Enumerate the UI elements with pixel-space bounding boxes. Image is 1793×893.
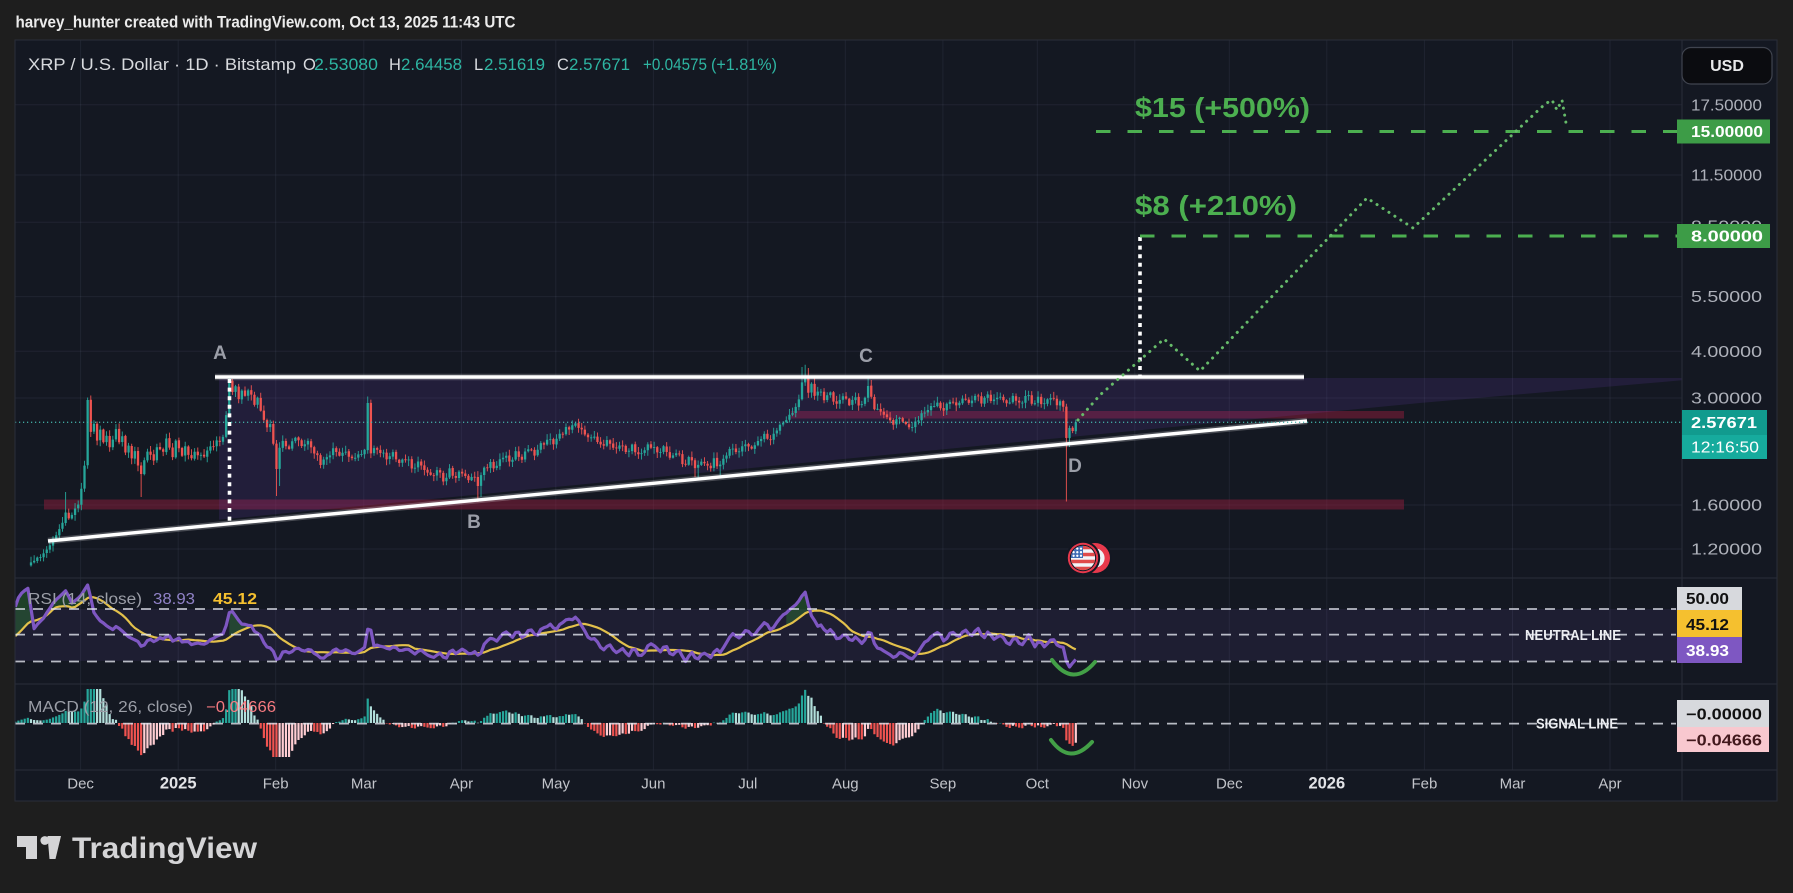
svg-text:2.57671: 2.57671 [1691,415,1757,432]
svg-text:Apr: Apr [450,776,473,793]
svg-text:$8 (+210%): $8 (+210%) [1135,190,1297,221]
svg-text:Mar: Mar [1500,776,1526,793]
svg-text:38.93: 38.93 [1686,643,1729,660]
svg-text:12:16:50: 12:16:50 [1691,440,1759,457]
svg-text:TradingView: TradingView [72,832,258,865]
svg-text:NEUTRAL LINE: NEUTRAL LINE [1525,628,1621,644]
svg-text:Jul: Jul [738,776,757,793]
svg-text:A: A [213,343,227,364]
svg-text:2025: 2025 [160,775,197,793]
svg-text:XRP / U.S. Dollar · 1D · Bitst: XRP / U.S. Dollar · 1D · Bitstamp O2.5308… [28,56,777,74]
svg-text:Nov: Nov [1121,776,1148,793]
svg-text:C: C [859,346,873,367]
svg-text:1.60000: 1.60000 [1691,498,1762,515]
svg-text:−0.00000: −0.00000 [1686,707,1762,724]
svg-text:Feb: Feb [263,776,289,793]
svg-text:Apr: Apr [1598,776,1621,793]
svg-text:harvey_hunter created with Tra: harvey_hunter created with TradingView.c… [16,13,516,32]
svg-text:Aug: Aug [832,776,859,793]
svg-text:$15 (+500%): $15 (+500%) [1135,92,1310,123]
svg-text:SIGNAL LINE: SIGNAL LINE [1536,717,1618,733]
svg-text:2026: 2026 [1308,775,1345,793]
svg-text:1.20000: 1.20000 [1691,542,1762,559]
svg-text:−0.04666: −0.04666 [1686,733,1762,750]
svg-text:50.00: 50.00 [1686,591,1729,608]
svg-text:5.50000: 5.50000 [1691,289,1762,306]
svg-text:15.00000: 15.00000 [1691,124,1763,141]
svg-text:4.00000: 4.00000 [1691,344,1762,361]
svg-text:Oct: Oct [1026,776,1050,793]
svg-text:May: May [542,776,571,793]
svg-text:Jun: Jun [641,776,665,793]
svg-text:MACD (12, 26, close)−0.04666: MACD (12, 26, close) −0.04666 [28,699,276,716]
svg-text:Sep: Sep [930,776,957,793]
svg-text:Mar: Mar [351,776,377,793]
svg-text:3.00000: 3.00000 [1691,391,1762,408]
svg-text:B: B [467,512,481,533]
svg-text:11.50000: 11.50000 [1691,168,1762,185]
svg-text:Feb: Feb [1411,776,1437,793]
svg-text:USD: USD [1710,58,1744,75]
svg-text:8.00000: 8.00000 [1691,229,1763,246]
svg-text:Dec: Dec [67,776,94,793]
svg-text:17.50000: 17.50000 [1691,97,1762,114]
svg-text:D: D [1068,456,1082,477]
svg-text:Dec: Dec [1216,776,1243,793]
svg-text:45.12: 45.12 [1686,617,1729,634]
